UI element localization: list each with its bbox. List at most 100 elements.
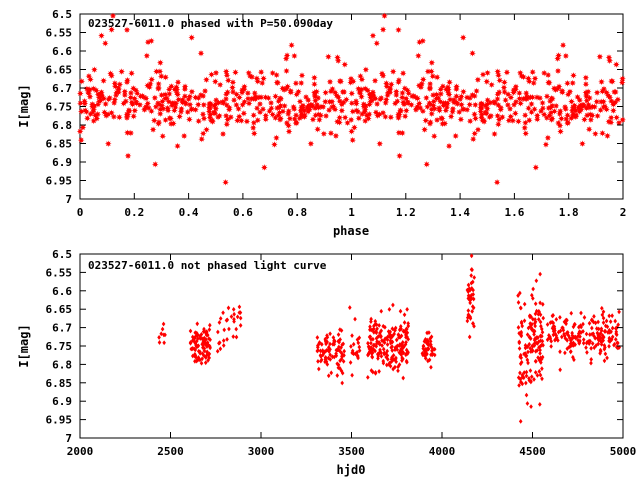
phased-data-point: [101, 40, 109, 47]
unphased-data-point: [535, 341, 540, 346]
phased-data-point: [501, 88, 508, 96]
phased-data-point: [495, 120, 502, 128]
unphased-data-point: [587, 341, 592, 346]
unphased-data-point: [376, 356, 380, 361]
phased-data-point: [426, 120, 434, 127]
phased-data-point: [165, 86, 173, 93]
unphased-data-point: [610, 334, 615, 340]
unphased-data-point: [367, 345, 372, 351]
phased-data-point: [312, 97, 319, 105]
phased-data-point: [165, 98, 173, 105]
unphased-data-point: [397, 343, 402, 348]
phased-data-point: [325, 106, 333, 114]
phased-data-point: [277, 115, 284, 122]
unphased-data-point: [383, 336, 388, 342]
phased-data-point: [199, 110, 207, 118]
unphased-data-point: [396, 364, 400, 370]
x-tick-label: 1: [348, 206, 355, 219]
phased-data-point: [455, 108, 463, 116]
phased-data-point: [254, 78, 262, 85]
phased-data-point: [395, 26, 402, 34]
phased-data-point: [283, 85, 290, 93]
phased-data-point: [109, 12, 117, 20]
phased-data-point: [195, 117, 202, 125]
phased-data-point: [358, 110, 366, 118]
phased-data-point: [175, 96, 182, 103]
phased-data-point: [259, 105, 267, 113]
phased-data-point: [174, 78, 182, 86]
unphased-data-point: [188, 328, 193, 334]
phased-data-point: [539, 99, 546, 107]
unphased-data-point: [569, 336, 574, 342]
phased-data-point: [192, 94, 199, 101]
x-tick-label: 2: [620, 206, 627, 219]
unphased-data-point: [196, 355, 201, 360]
unphased-data-point: [339, 328, 344, 333]
unphased-data-point: [616, 322, 621, 328]
unphased-data-point: [554, 317, 559, 322]
phased-data-point: [353, 100, 360, 107]
unphased-data-point: [519, 305, 523, 311]
unphased-data-point: [603, 323, 608, 329]
unphased-data-point: [157, 335, 161, 340]
phased-data-point: [471, 130, 479, 137]
unphased-data-point: [222, 327, 227, 333]
phased-data-point: [368, 93, 376, 101]
unphased-data-point: [225, 336, 229, 342]
phased-data-point: [262, 94, 269, 101]
unphased-data-point: [529, 378, 533, 384]
unphased-data-point: [348, 360, 353, 365]
unphased-data-point: [529, 374, 534, 380]
unphased-data-point: [316, 358, 320, 364]
phased-data-point: [566, 88, 574, 96]
y-tick-label: 6.7: [52, 82, 72, 95]
unphased-data-point: [384, 354, 389, 360]
unphased-data-point: [528, 368, 533, 374]
unphased-data-point: [584, 345, 588, 351]
phased-data-point: [591, 103, 598, 111]
phased-data-point: [586, 104, 594, 111]
phased-data-point: [155, 80, 162, 88]
unphased-data-point: [533, 317, 537, 322]
unphased-data-point: [564, 321, 568, 327]
phased-data-point: [156, 110, 164, 118]
unphased-data-point: [357, 344, 362, 350]
phased-data-point: [383, 80, 390, 87]
unphased-data-point: [328, 356, 333, 362]
phased-data-point: [540, 69, 548, 77]
phased-data-point: [229, 88, 237, 96]
phased-data-point: [554, 85, 562, 93]
phased-data-point: [201, 87, 209, 95]
unphased-data-point: [523, 351, 528, 356]
phased-data-point: [596, 53, 604, 61]
unphased-data-point: [406, 323, 411, 329]
phased-data-point: [199, 92, 207, 100]
unphased-data-point: [581, 321, 585, 327]
phased-data-point: [334, 54, 341, 61]
unphased-data-point: [590, 331, 594, 337]
phased-data-point: [496, 77, 504, 84]
unphased-data-point: [519, 359, 524, 365]
unphased-data-point: [190, 334, 195, 340]
unphased-data-point: [466, 282, 471, 288]
unphased-data-point: [539, 323, 543, 329]
phased-data-point: [548, 115, 556, 122]
unphased-data-point: [600, 312, 605, 318]
phased-data-point: [240, 110, 248, 117]
unphased-data-point: [612, 342, 616, 348]
unphased-data-point: [424, 351, 429, 357]
phased-data-point: [477, 108, 484, 115]
phased-data-point: [399, 69, 407, 77]
unphased-data-point: [596, 319, 600, 325]
unphased-data-point: [338, 327, 342, 332]
y-tick-label: 6.7: [52, 322, 72, 335]
phased-data-point: [521, 111, 529, 119]
phased-data-point: [84, 114, 91, 122]
phased-data-point: [206, 114, 214, 121]
phased-data-point: [348, 128, 355, 135]
phased-data-point: [299, 102, 307, 109]
unphased-data-point: [338, 358, 342, 364]
unphased-data-point: [202, 335, 207, 341]
unphased-data-point: [471, 296, 476, 302]
phased-data-point: [610, 107, 617, 114]
